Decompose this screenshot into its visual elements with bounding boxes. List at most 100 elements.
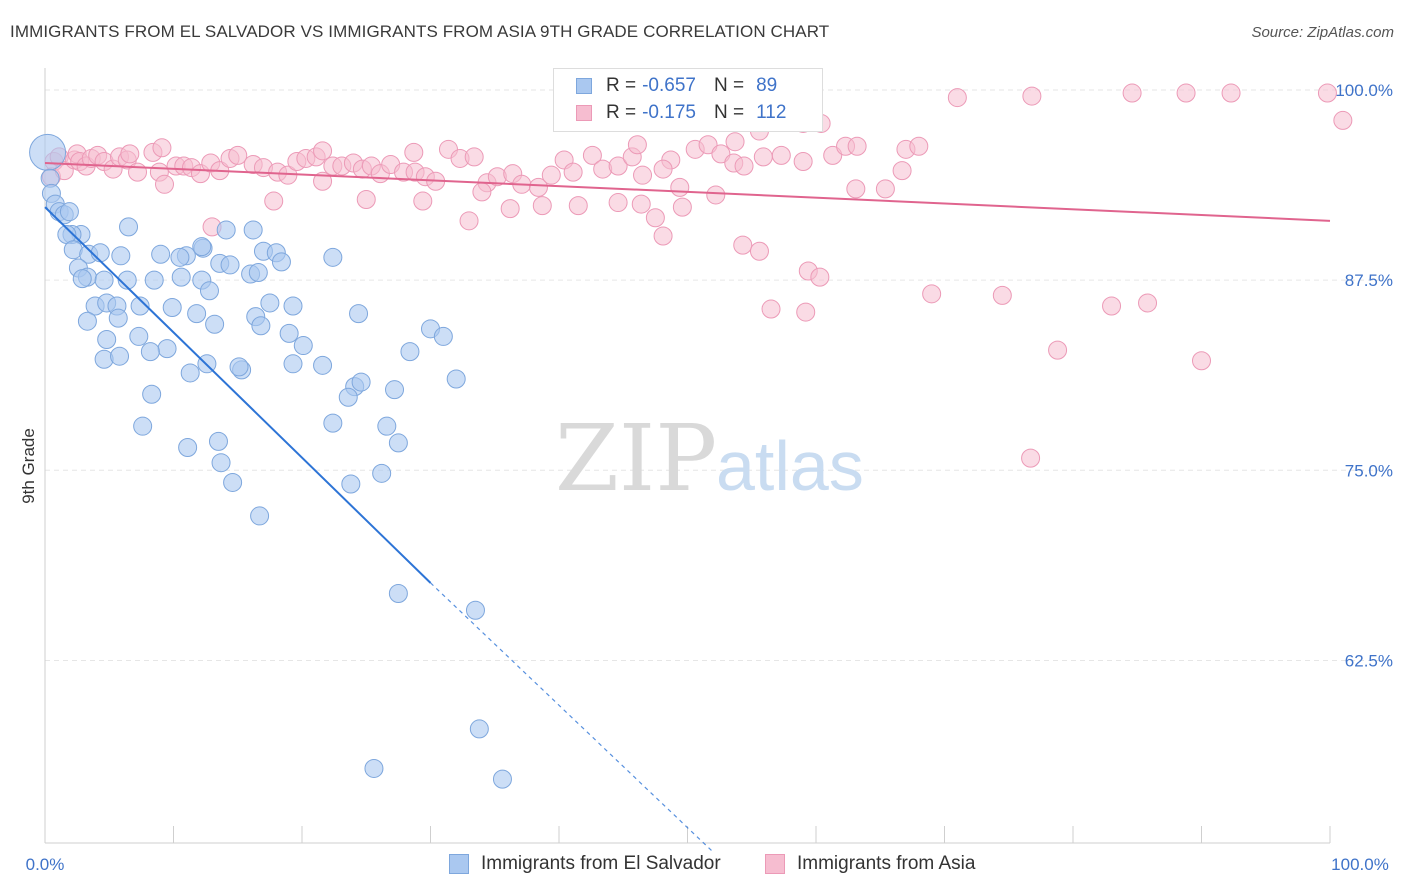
asia-point [753, 147, 773, 167]
asia-point [847, 136, 867, 156]
asia-point [633, 165, 653, 185]
asia-point [1102, 296, 1122, 316]
asia-point [528, 177, 548, 197]
asia-point [631, 194, 651, 214]
asia-point [1333, 110, 1353, 130]
asia-point [593, 159, 613, 179]
asia-point [909, 136, 929, 156]
el-salvador-point [180, 363, 200, 383]
asia-point [563, 162, 583, 182]
asia-point [761, 299, 781, 319]
el-salvador-point [187, 304, 207, 324]
asia-point [771, 145, 791, 165]
asia-point [947, 88, 967, 108]
asia-point [711, 144, 731, 164]
asia-point [796, 302, 816, 322]
el-salvador-point [108, 308, 128, 328]
asia-point [645, 208, 665, 228]
asia-point [1021, 448, 1041, 468]
el-salvador-point [223, 472, 243, 492]
asia-point [698, 135, 718, 155]
bottom-legend-label: Immigrants from Asia [797, 853, 976, 874]
el-salvador-point [171, 267, 191, 287]
asia-point [313, 141, 333, 161]
el-salvador-point [492, 769, 512, 789]
el-salvador-point [162, 298, 182, 318]
el-salvador-point [341, 474, 361, 494]
asia-point [749, 241, 769, 261]
el-salvador-point [283, 354, 303, 374]
asia-point [472, 182, 492, 202]
el-salvador-point [250, 506, 270, 526]
el-salvador-point [119, 217, 139, 237]
el-salvador-point [77, 311, 97, 331]
asia-point [823, 145, 843, 165]
asia-point [1317, 83, 1337, 103]
el-salvador-point [313, 355, 333, 375]
el-salvador-point [271, 252, 291, 272]
el-salvador-point [199, 281, 219, 301]
asia-point [1122, 83, 1142, 103]
el-salvador-point [192, 237, 212, 257]
asia-point [1022, 86, 1042, 106]
el-salvador-point [283, 296, 303, 316]
asia-point [608, 193, 628, 213]
asia-point [541, 165, 561, 185]
x-tick-label: 100.0% [1331, 855, 1389, 874]
chart-source: Source: ZipAtlas.com [1251, 24, 1394, 41]
el-salvador-point [377, 416, 397, 436]
el-salvador-point [129, 326, 149, 346]
el-salvador-point [205, 314, 225, 334]
bottom-legend-swatch-pink [765, 854, 785, 874]
asia-point [582, 145, 602, 165]
el-salvador-point [351, 372, 371, 392]
asia-point [1176, 83, 1196, 103]
el-salvador-point [251, 316, 271, 336]
bottom-legend-el-salvador: Immigrants from El Salvador [449, 852, 721, 876]
el-salvador-point [90, 243, 110, 263]
legend-row-asia: R = -0.175 N = 112 [576, 101, 786, 125]
asia-point [128, 162, 148, 182]
el-salvador-point [220, 255, 240, 275]
el-salvador-point [465, 600, 485, 620]
el-salvador-point [372, 463, 392, 483]
asia-point [725, 132, 745, 152]
bottom-legend-label: Immigrants from El Salvador [481, 853, 721, 874]
asia-point [627, 135, 647, 155]
el-salvador-point [400, 342, 420, 362]
el-salvador-point [208, 431, 228, 451]
el-salvador-point [29, 133, 67, 171]
legend-r-label: R = [606, 102, 637, 123]
el-salvador-point [130, 296, 150, 316]
asia-point [992, 285, 1012, 305]
el-salvador-point [293, 336, 313, 356]
legend-n-label: N = [713, 75, 745, 96]
asia-point [1048, 340, 1068, 360]
asia-point [413, 191, 433, 211]
el-salvador-point [117, 270, 137, 290]
el-salvador-point [216, 220, 236, 240]
tick-labels: 100.0% 87.5% 75.0% 62.5% 0.0% 100.0% [26, 81, 1393, 874]
el-salvador-point [446, 369, 466, 389]
asia-point [1221, 83, 1241, 103]
el-salvador-point [170, 247, 190, 267]
legend-row-el-salvador: R = -0.657 N = 89 [576, 74, 777, 98]
el-salvador-point [433, 326, 453, 346]
asia-point [922, 284, 942, 304]
asia-trend-line [44, 162, 1331, 222]
el-salvador-point [111, 246, 131, 266]
el-salvador-point [469, 719, 489, 739]
el-salvador-point [364, 758, 384, 778]
y-axis-label: 9th Grade [19, 428, 38, 504]
el-salvador-points [29, 133, 512, 789]
legend-r-label: R = [606, 75, 637, 96]
asia-point [152, 138, 172, 158]
legend-swatch-blue [576, 78, 592, 94]
asia-point [608, 156, 628, 176]
asia-point [155, 174, 175, 194]
asia-point [313, 171, 333, 191]
legend-n-value: 112 [756, 102, 787, 123]
asia-point [1138, 293, 1158, 313]
y-tick-label: 62.5% [1345, 651, 1393, 670]
el-salvador-point [157, 339, 177, 359]
